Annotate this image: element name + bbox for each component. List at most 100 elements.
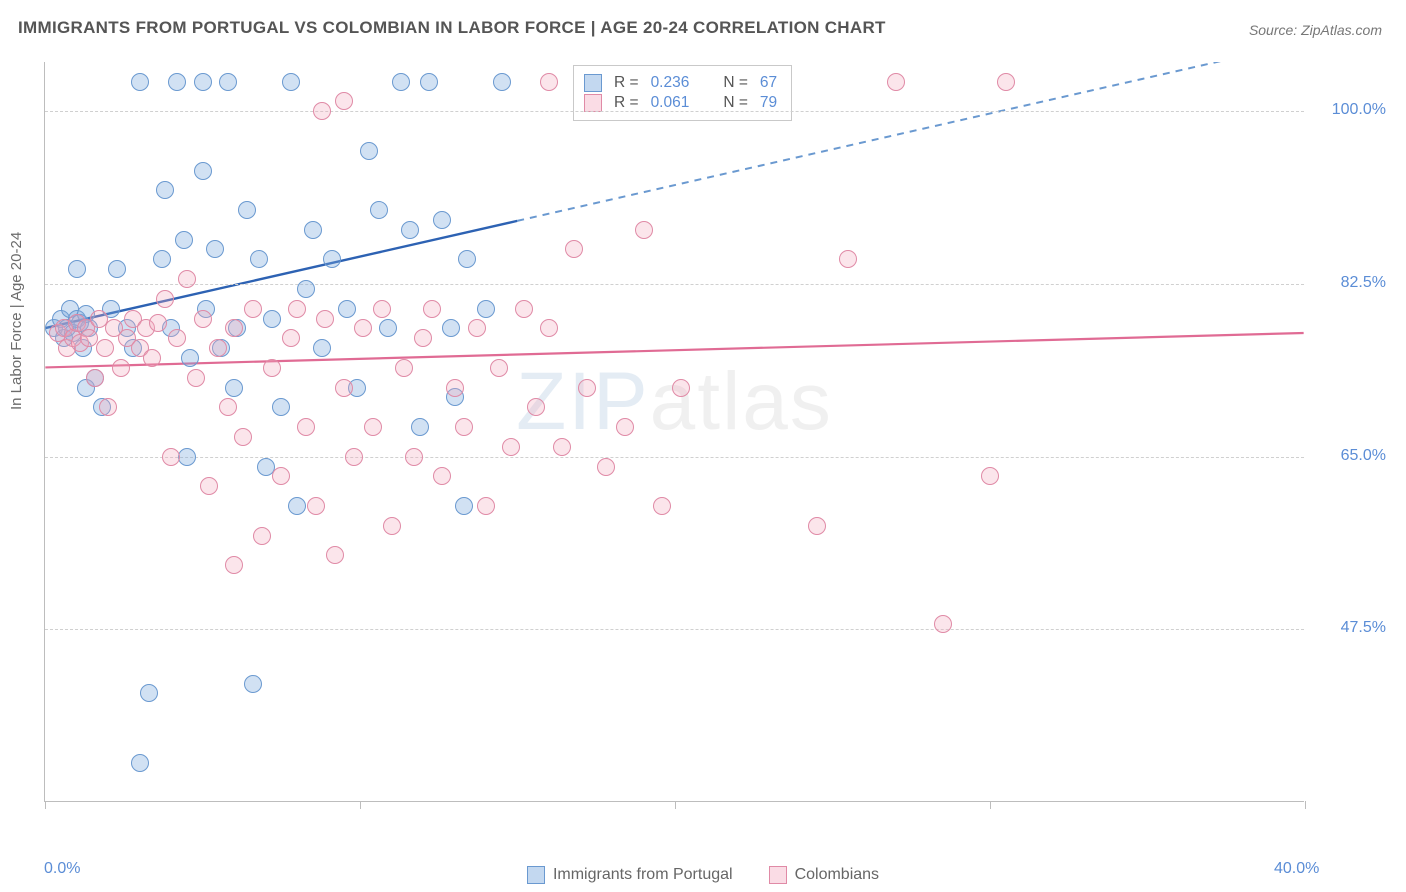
- source-citation: Source: ZipAtlas.com: [1249, 22, 1382, 38]
- legend-n-label: N =: [723, 94, 748, 112]
- data-point: [354, 319, 372, 337]
- y-tick-label: 100.0%: [1332, 101, 1386, 119]
- data-point: [244, 675, 262, 693]
- data-point: [206, 240, 224, 258]
- watermark: ZIPatlas: [516, 355, 833, 449]
- data-point: [99, 398, 117, 416]
- data-point: [808, 517, 826, 535]
- x-tick: [1305, 801, 1306, 809]
- data-point: [839, 250, 857, 268]
- x-tick: [990, 801, 991, 809]
- data-point: [181, 349, 199, 367]
- correlation-legend: R = 0.236 N = 67 R = 0.061 N = 79: [573, 65, 792, 121]
- legend-r-value: 0.061: [651, 94, 690, 112]
- data-point: [156, 181, 174, 199]
- data-point: [316, 310, 334, 328]
- data-point: [326, 546, 344, 564]
- data-point: [153, 250, 171, 268]
- legend-item: Immigrants from Portugal: [527, 866, 733, 884]
- data-point: [401, 221, 419, 239]
- data-point: [653, 497, 671, 515]
- y-axis-label: In Labor Force | Age 20-24: [8, 232, 25, 410]
- data-point: [178, 270, 196, 288]
- data-point: [887, 73, 905, 91]
- data-point: [168, 329, 186, 347]
- data-point: [272, 467, 290, 485]
- data-point: [108, 260, 126, 278]
- data-point: [86, 369, 104, 387]
- data-point: [209, 339, 227, 357]
- x-tick: [360, 801, 361, 809]
- gridline: [45, 629, 1304, 630]
- data-point: [392, 73, 410, 91]
- data-point: [527, 398, 545, 416]
- data-point: [515, 300, 533, 318]
- legend-r-label: R =: [614, 94, 639, 112]
- plot-area: ZIPatlas R = 0.236 N = 67 R = 0.061 N = …: [44, 62, 1304, 802]
- data-point: [502, 438, 520, 456]
- data-point: [131, 754, 149, 772]
- data-point: [373, 300, 391, 318]
- data-point: [433, 211, 451, 229]
- data-point: [477, 300, 495, 318]
- legend-swatch: [584, 74, 602, 92]
- data-point: [981, 467, 999, 485]
- data-point: [168, 73, 186, 91]
- data-point: [200, 477, 218, 495]
- data-point: [420, 73, 438, 91]
- legend-label: Colombians: [795, 866, 879, 884]
- data-point: [345, 448, 363, 466]
- data-point: [383, 517, 401, 535]
- data-point: [156, 290, 174, 308]
- legend-n-value: 67: [760, 74, 777, 92]
- data-point: [225, 319, 243, 337]
- data-point: [297, 280, 315, 298]
- legend-row: R = 0.061 N = 79: [584, 94, 777, 112]
- data-point: [468, 319, 486, 337]
- data-point: [219, 398, 237, 416]
- gridline: [45, 284, 1304, 285]
- data-point: [288, 300, 306, 318]
- data-point: [553, 438, 571, 456]
- data-point: [282, 73, 300, 91]
- x-tick: [45, 801, 46, 809]
- data-point: [250, 250, 268, 268]
- gridline: [45, 111, 1304, 112]
- data-point: [225, 379, 243, 397]
- data-point: [140, 684, 158, 702]
- trend-lines: [45, 62, 1304, 801]
- y-tick-label: 65.0%: [1341, 447, 1386, 465]
- data-point: [288, 497, 306, 515]
- x-tick: [675, 801, 676, 809]
- data-point: [997, 73, 1015, 91]
- data-point: [131, 73, 149, 91]
- legend-label: Immigrants from Portugal: [553, 866, 733, 884]
- legend-row: R = 0.236 N = 67: [584, 74, 777, 92]
- y-tick-label: 82.5%: [1341, 274, 1386, 292]
- data-point: [540, 73, 558, 91]
- data-point: [219, 73, 237, 91]
- data-point: [194, 73, 212, 91]
- x-tick-label: 40.0%: [1274, 860, 1319, 878]
- series-legend: Immigrants from Portugal Colombians: [0, 866, 1406, 884]
- data-point: [490, 359, 508, 377]
- data-point: [238, 201, 256, 219]
- data-point: [405, 448, 423, 466]
- data-point: [323, 250, 341, 268]
- data-point: [297, 418, 315, 436]
- data-point: [364, 418, 382, 436]
- legend-r-label: R =: [614, 74, 639, 92]
- data-point: [455, 418, 473, 436]
- gridline: [45, 457, 1304, 458]
- data-point: [433, 467, 451, 485]
- data-point: [411, 418, 429, 436]
- data-point: [313, 102, 331, 120]
- legend-n-label: N =: [723, 74, 748, 92]
- legend-swatch: [584, 94, 602, 112]
- data-point: [272, 398, 290, 416]
- data-point: [379, 319, 397, 337]
- data-point: [96, 339, 114, 357]
- data-point: [313, 339, 331, 357]
- data-point: [225, 556, 243, 574]
- data-point: [458, 250, 476, 268]
